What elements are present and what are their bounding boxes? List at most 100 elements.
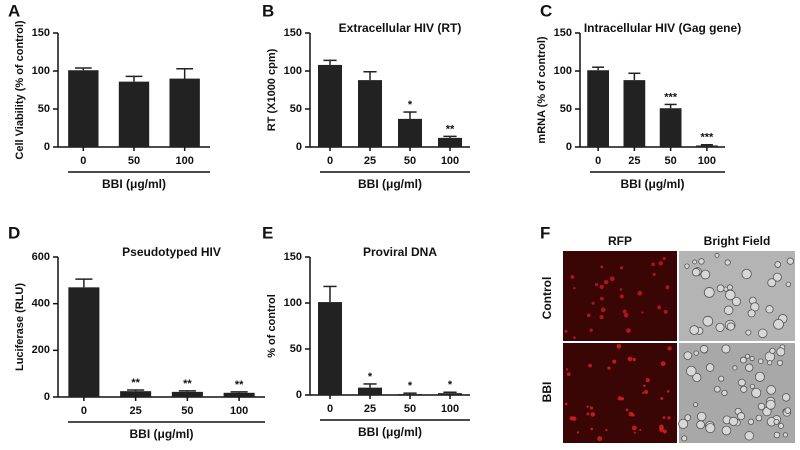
cell bbox=[633, 431, 636, 434]
cell bbox=[589, 328, 593, 332]
y-tick-label: 50 bbox=[560, 103, 572, 115]
significance-label: ** bbox=[235, 379, 244, 391]
cell bbox=[588, 363, 592, 368]
x-tick-label: 50 bbox=[404, 155, 416, 167]
cell bbox=[776, 347, 786, 357]
cell bbox=[765, 399, 776, 410]
cell bbox=[657, 305, 662, 310]
cell bbox=[693, 402, 699, 408]
cell bbox=[623, 312, 629, 318]
x-axis-label: BBI (μg/ml) bbox=[620, 177, 684, 191]
cell bbox=[658, 424, 664, 430]
cell bbox=[744, 431, 754, 441]
cell bbox=[607, 366, 611, 370]
cell bbox=[744, 353, 751, 359]
cell bbox=[689, 325, 700, 335]
column-label: Bright Field bbox=[704, 234, 771, 248]
cell bbox=[741, 268, 752, 280]
cell bbox=[662, 257, 666, 261]
cell bbox=[715, 322, 725, 332]
cell bbox=[757, 402, 766, 411]
significance-label: ** bbox=[183, 378, 192, 390]
significance-label: ** bbox=[446, 123, 455, 135]
cell bbox=[590, 412, 596, 417]
bar bbox=[398, 394, 422, 395]
cell bbox=[564, 402, 568, 406]
cell bbox=[691, 268, 701, 277]
cell bbox=[767, 360, 773, 366]
bar bbox=[169, 78, 200, 147]
x-tick-label: 0 bbox=[327, 403, 333, 415]
cell bbox=[693, 350, 699, 356]
y-tick-label: 150 bbox=[284, 27, 302, 39]
cell bbox=[626, 328, 631, 333]
cell bbox=[573, 336, 576, 340]
cell bbox=[696, 420, 705, 430]
x-tick-label: 25 bbox=[364, 403, 376, 415]
cell bbox=[782, 432, 789, 438]
cell bbox=[721, 389, 728, 397]
cell bbox=[684, 263, 690, 269]
cell bbox=[784, 407, 792, 414]
x-tick-label: 25 bbox=[364, 155, 376, 167]
x-tick-label: 25 bbox=[130, 405, 142, 417]
cell bbox=[726, 322, 735, 331]
cell bbox=[773, 318, 784, 330]
cell bbox=[586, 313, 591, 318]
cell bbox=[731, 296, 742, 307]
cell bbox=[776, 359, 784, 366]
cell bbox=[667, 416, 671, 420]
y-tick-label: 0 bbox=[296, 141, 302, 153]
cell bbox=[728, 416, 739, 426]
chart-title: Pseudotyped HIV bbox=[122, 245, 221, 259]
cell bbox=[591, 301, 595, 305]
bar bbox=[438, 137, 462, 147]
cell bbox=[726, 284, 733, 291]
cell bbox=[637, 290, 643, 296]
bar bbox=[358, 80, 382, 147]
y-axis-label: Cell Viability (% of control) bbox=[14, 20, 26, 159]
y-tick-label: 0 bbox=[44, 391, 50, 403]
rfp-image bbox=[563, 343, 677, 443]
y-tick-label: 150 bbox=[32, 27, 50, 39]
significance-label: *** bbox=[700, 132, 714, 144]
x-axis-label: BBI (μg/ml) bbox=[358, 177, 422, 191]
cell bbox=[699, 345, 709, 354]
cell bbox=[766, 385, 776, 395]
bar bbox=[118, 81, 150, 147]
cell bbox=[662, 429, 667, 434]
cell bbox=[683, 351, 693, 360]
significance-label: * bbox=[448, 379, 453, 391]
panel-letter: F bbox=[540, 223, 550, 242]
y-tick-label: 150 bbox=[554, 27, 572, 39]
cell bbox=[703, 287, 715, 298]
cell bbox=[747, 309, 756, 318]
x-axis-label: BBI (μg/ml) bbox=[102, 177, 166, 191]
cell bbox=[737, 378, 746, 387]
cell bbox=[684, 414, 692, 422]
x-tick-label: 50 bbox=[128, 155, 140, 167]
row-label: BBI bbox=[540, 382, 554, 403]
cell bbox=[600, 307, 606, 313]
cell bbox=[698, 258, 705, 265]
bar bbox=[120, 391, 152, 397]
cell bbox=[718, 375, 725, 382]
cell bbox=[737, 412, 746, 421]
cell bbox=[658, 261, 664, 266]
y-axis-label: RT (X1000 cpm) bbox=[266, 48, 278, 131]
cell bbox=[666, 390, 670, 393]
significance-label: *** bbox=[664, 91, 678, 103]
x-tick-label: 0 bbox=[80, 155, 86, 167]
bar bbox=[318, 64, 342, 147]
cell bbox=[692, 259, 698, 265]
cell bbox=[696, 411, 707, 422]
cell bbox=[570, 275, 575, 279]
x-tick-label: 0 bbox=[595, 155, 601, 167]
cell bbox=[747, 418, 755, 425]
cell bbox=[705, 363, 715, 372]
bar bbox=[358, 387, 382, 395]
panel-letter: C bbox=[540, 1, 552, 20]
panel-letter: E bbox=[262, 223, 273, 242]
cell bbox=[681, 435, 688, 442]
